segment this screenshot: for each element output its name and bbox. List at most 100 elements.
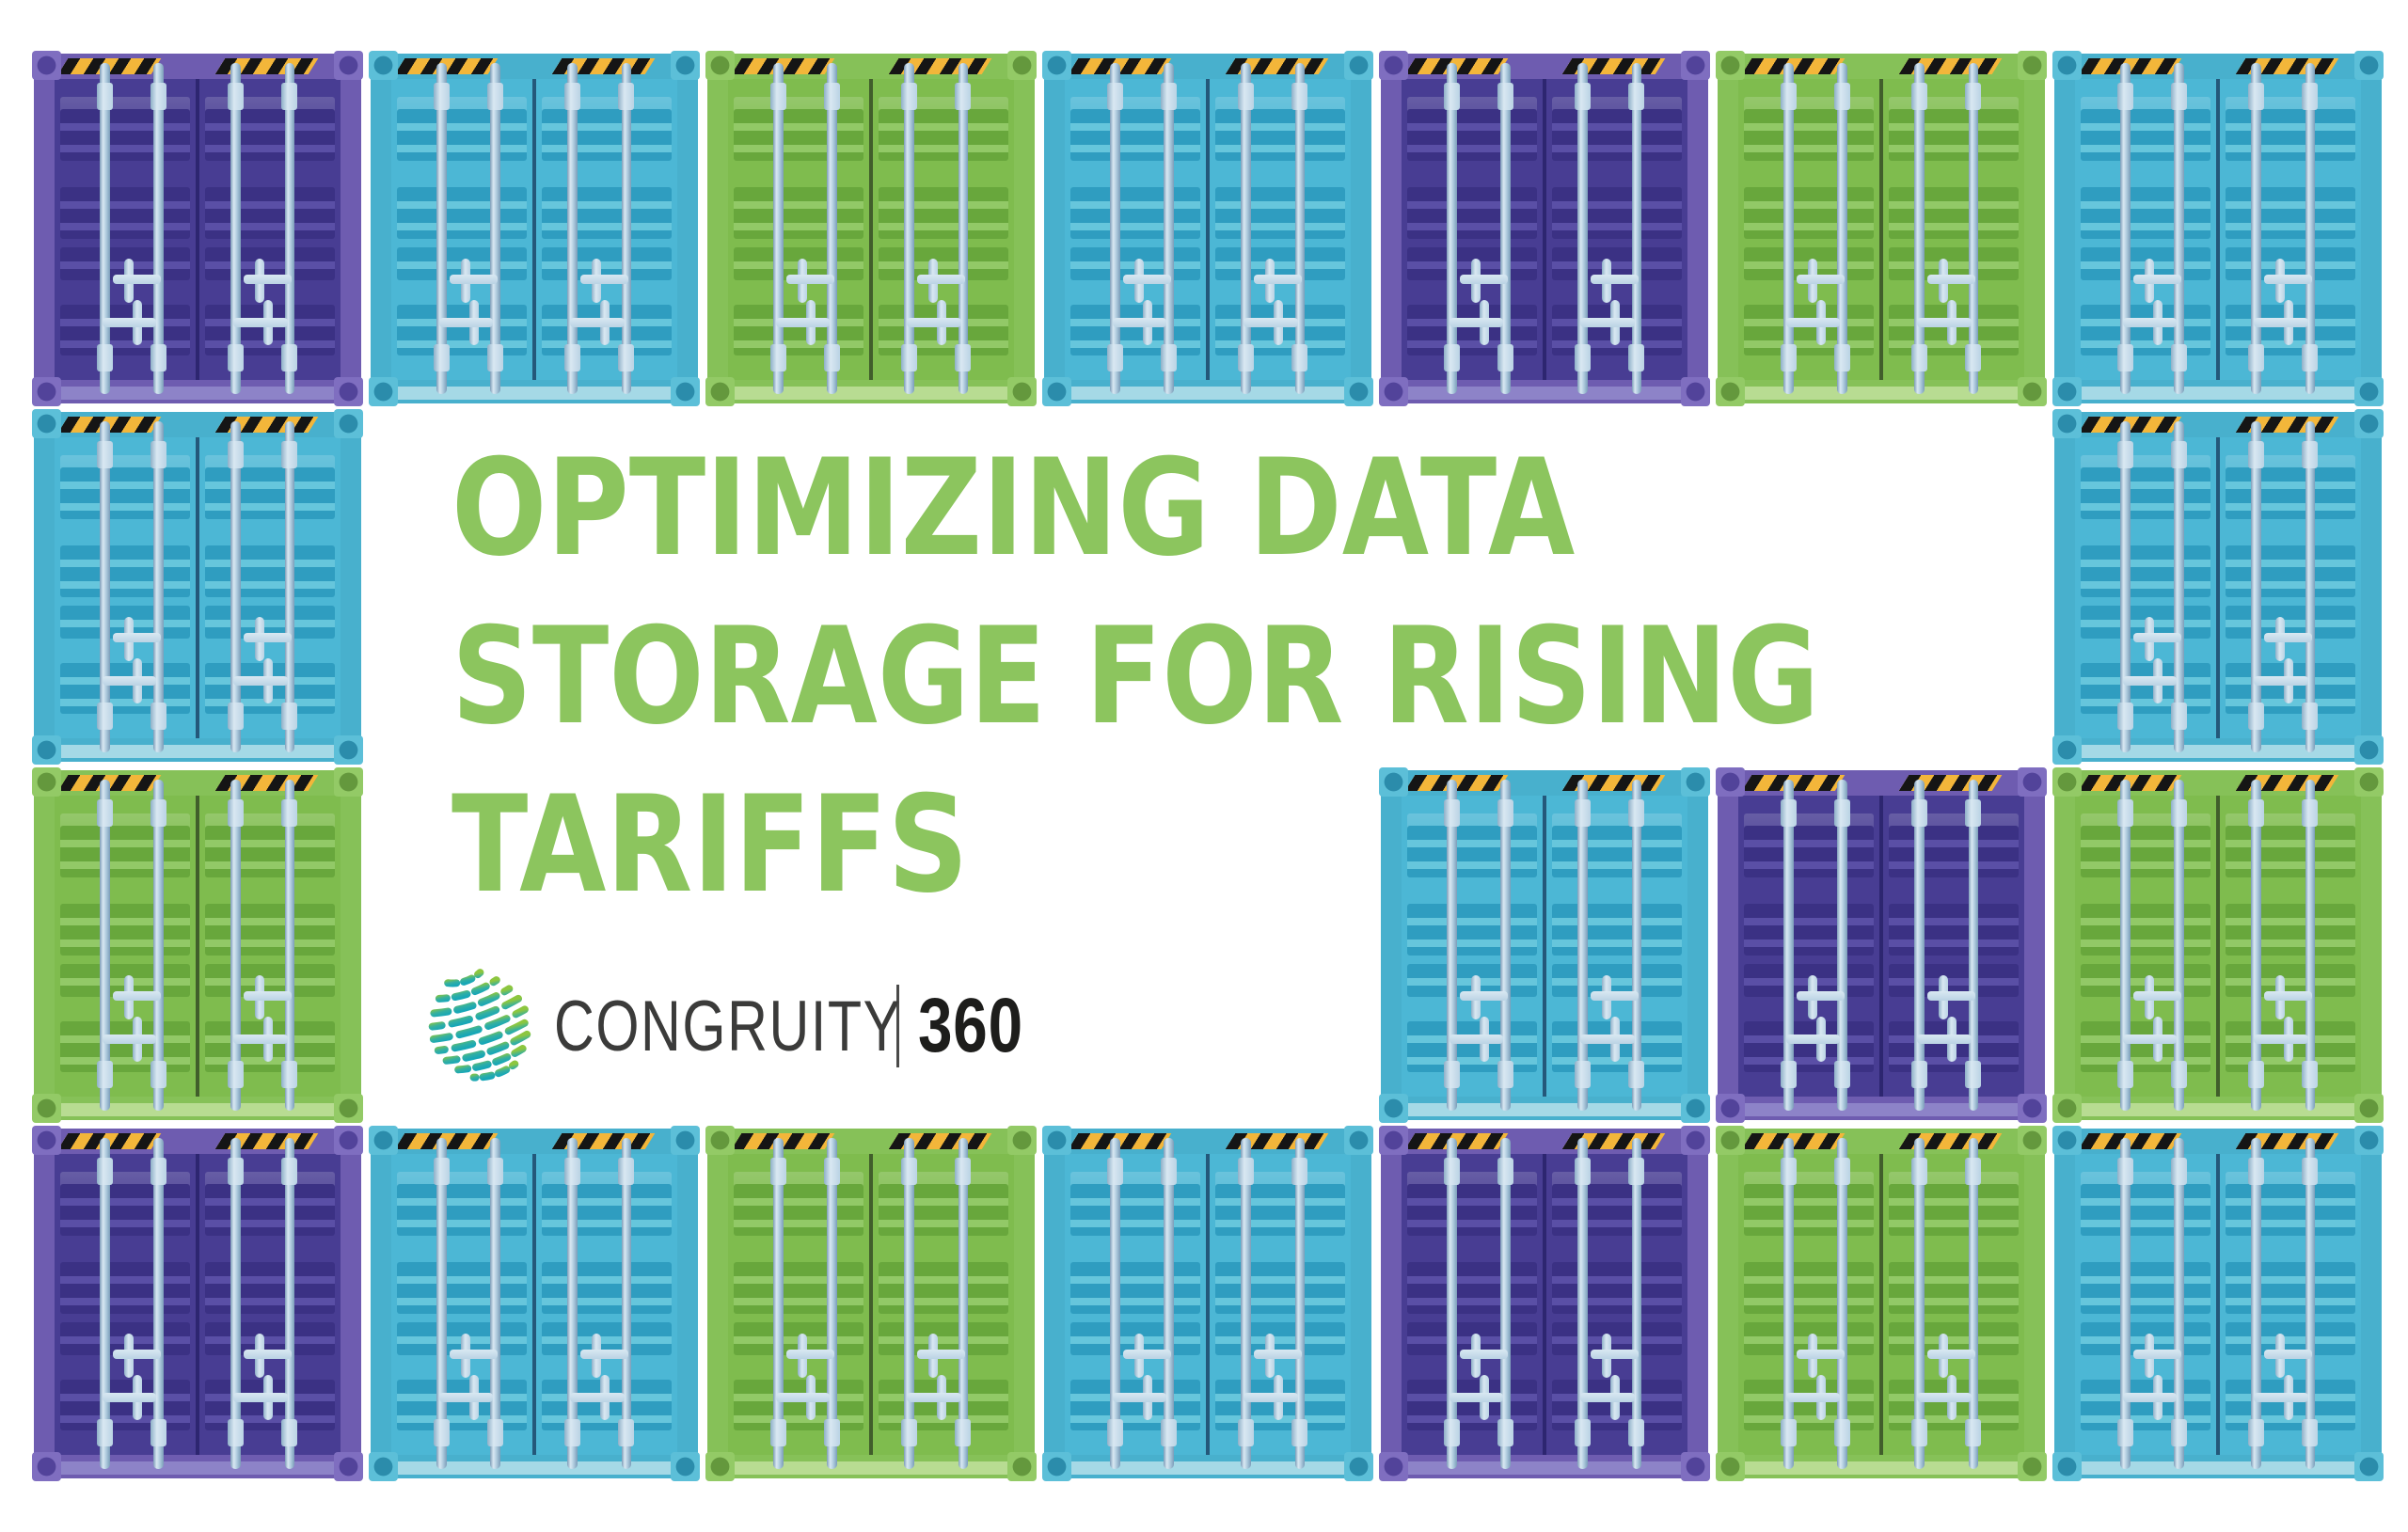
bar-bracket — [1106, 83, 1124, 111]
door-seam — [2215, 1154, 2221, 1456]
container-bottom-rail — [1723, 1103, 2039, 1117]
door-handle-rod — [1580, 318, 1635, 328]
corner-casting — [1343, 1125, 1374, 1155]
bar-bracket — [2170, 1060, 2188, 1088]
door-locking-bar — [618, 1138, 635, 1469]
bar-bracket — [1628, 1060, 1645, 1088]
bar-bracket — [1965, 1158, 1982, 1186]
container-door — [536, 1154, 678, 1456]
door-handle-rod — [1254, 1350, 1302, 1360]
door-corrugation — [2226, 109, 2356, 161]
door-locking-bar — [228, 421, 245, 752]
door-handle-rod — [2254, 1393, 2308, 1403]
door-locking-bar — [2170, 63, 2188, 394]
bar-bracket — [901, 1158, 918, 1186]
bar-bracket — [2116, 1060, 2134, 1088]
container-door — [54, 796, 196, 1098]
door-corrugation — [59, 663, 190, 715]
hazard-stripe — [1068, 58, 1172, 75]
corner-casting — [333, 50, 364, 80]
shipping-container-teal — [1041, 1125, 1374, 1482]
hazard-stripe — [57, 1133, 162, 1150]
bar-bracket — [281, 343, 298, 371]
hazard-stripe — [394, 58, 499, 75]
door-locking-bar — [150, 421, 167, 752]
bar-bracket — [1833, 83, 1851, 111]
bar-bracket — [955, 1418, 972, 1446]
door-locking-bar — [769, 1138, 787, 1469]
container-door — [1737, 79, 1879, 381]
door-corrugation — [2226, 467, 2356, 519]
door-handle-rod — [1786, 318, 1841, 328]
door-corrugation — [396, 1262, 527, 1314]
door-handle-rod — [2133, 1350, 2181, 1360]
door-corrugation — [59, 109, 190, 161]
shipping-container-teal — [2052, 1125, 2384, 1482]
bar-bracket — [2170, 343, 2188, 371]
door-locking-bar — [1238, 1138, 1255, 1469]
door-locking-bar — [1628, 63, 1645, 394]
bar-bracket — [769, 1418, 787, 1446]
corner-casting — [1680, 1125, 1711, 1155]
bar-bracket — [150, 799, 167, 828]
door-corrugation — [59, 545, 190, 597]
door-corrugation — [1552, 187, 1683, 239]
door-locking-bar — [2170, 421, 2188, 752]
corner-casting — [1343, 50, 1374, 80]
bar-bracket — [823, 1418, 841, 1446]
shipping-container-purple — [31, 50, 364, 407]
corner-casting — [31, 1094, 62, 1124]
container-door — [1737, 796, 1879, 1098]
container-door — [2074, 1154, 2216, 1456]
container-bottom-rail — [1723, 387, 2039, 401]
bar-bracket — [2248, 799, 2265, 828]
corner-casting — [1378, 1125, 1409, 1155]
bar-bracket — [2248, 1060, 2265, 1088]
bar-bracket — [1575, 83, 1592, 111]
bar-bracket — [823, 343, 841, 371]
bar-bracket — [1160, 1418, 1178, 1446]
bar-bracket — [1833, 1418, 1851, 1446]
door-handle-rod — [1797, 1350, 1845, 1360]
door-corrugation — [1743, 826, 1874, 877]
door-locking-bar — [1965, 780, 1982, 1111]
container-bottom-rail — [713, 387, 1029, 401]
corner-casting — [1378, 50, 1409, 80]
shipping-container-purple — [1715, 766, 2048, 1124]
bar-bracket — [1238, 1418, 1255, 1446]
door-corrugation — [1743, 305, 1874, 356]
corner-casting — [2353, 408, 2384, 438]
bar-bracket — [769, 1158, 787, 1186]
container-door — [1064, 1154, 1206, 1456]
container-door — [2074, 437, 2216, 739]
corner-casting — [1715, 377, 1746, 407]
door-seam — [868, 79, 874, 381]
door-corrugation — [1215, 187, 1346, 239]
door-locking-bar — [2116, 63, 2134, 394]
bar-bracket — [228, 1418, 245, 1446]
door-handle-rod — [244, 1350, 292, 1360]
bar-bracket — [2170, 702, 2188, 730]
door-corrugation — [2226, 1262, 2356, 1314]
door-locking-bar — [955, 63, 972, 394]
corner-casting — [1715, 1125, 1746, 1155]
container-bottom-rail — [2060, 1103, 2376, 1117]
door-handle-rod — [1244, 318, 1298, 328]
door-corrugation — [733, 1184, 863, 1236]
bar-bracket — [1106, 343, 1124, 371]
container-bottom-rail — [1050, 387, 1366, 401]
door-corrugation — [1552, 109, 1683, 161]
bar-bracket — [281, 1158, 298, 1186]
corner-casting — [333, 735, 364, 766]
corner-casting — [333, 1452, 364, 1482]
bar-bracket — [1291, 1418, 1308, 1446]
door-corrugation — [1743, 187, 1874, 239]
door-handle-rod — [2123, 676, 2178, 687]
container-door — [2074, 79, 2216, 381]
bar-bracket — [1160, 1158, 1178, 1186]
door-locking-bar — [2248, 421, 2265, 752]
bar-bracket — [150, 1060, 167, 1088]
corner-casting — [1378, 1094, 1409, 1124]
door-handle-rod — [580, 275, 628, 285]
door-corrugation — [2080, 826, 2210, 877]
